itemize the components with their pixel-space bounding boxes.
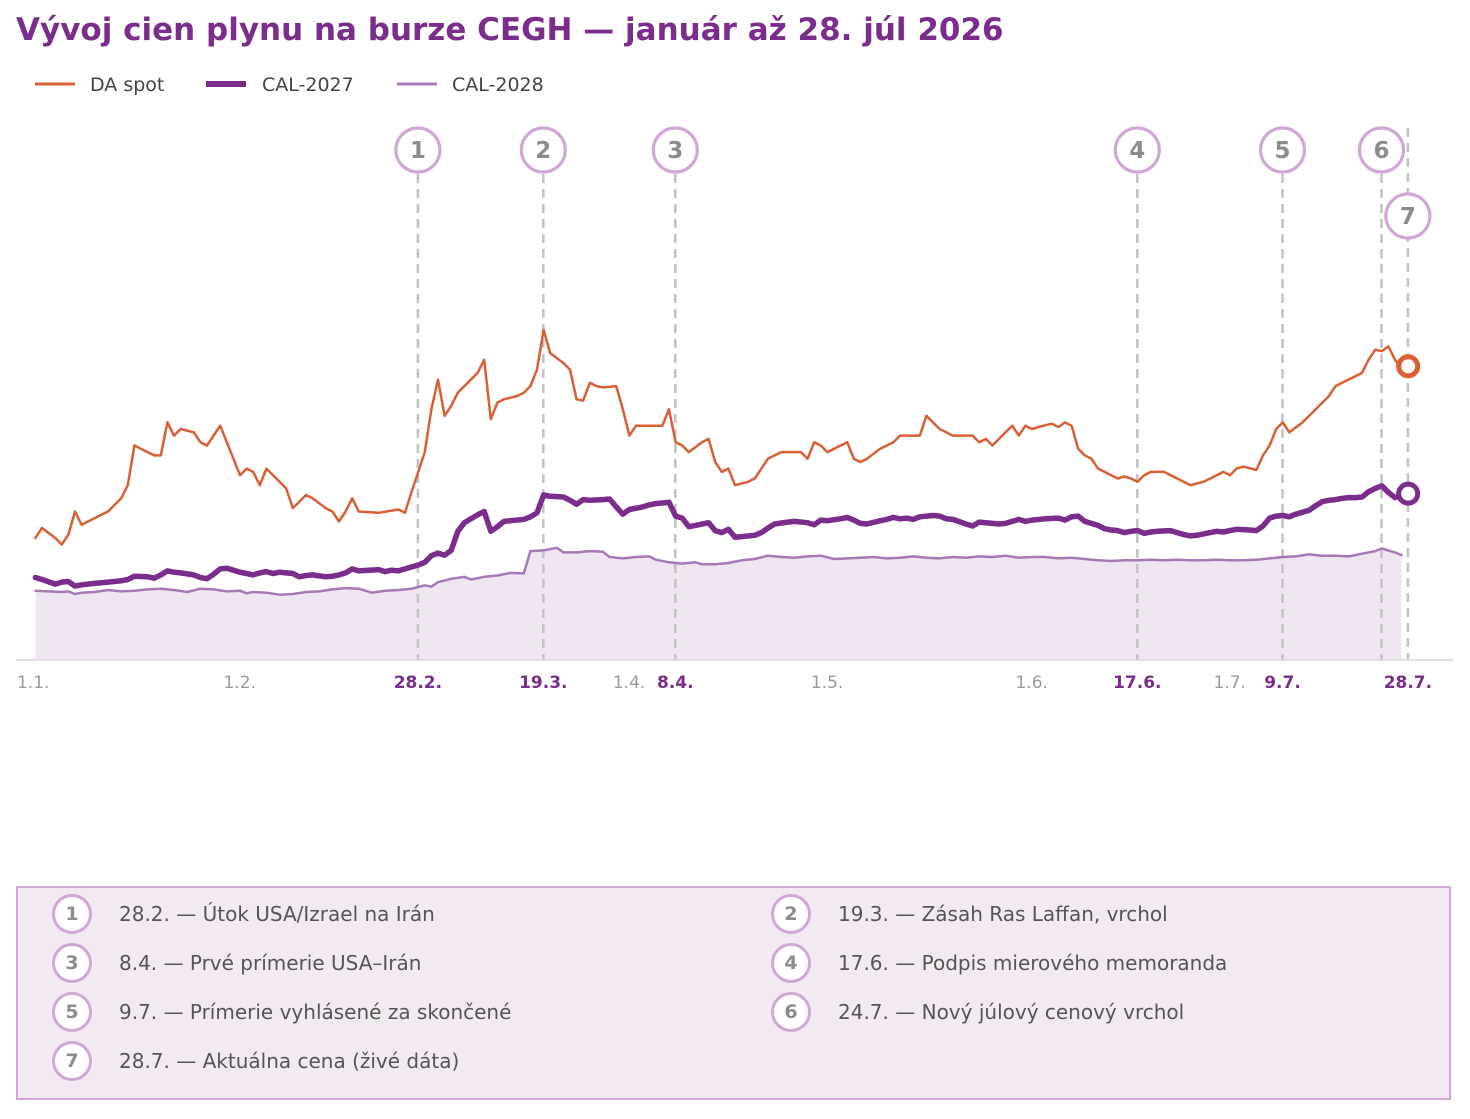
chart-legend: DA spot CAL-2027 CAL-2028 [35,74,544,96]
note-item: 2 19.3. — Zásah Ras Laffan, vrchol [771,894,1168,934]
x-tick-label: 28.2. [394,673,442,693]
legend-label: CAL-2028 [452,74,544,96]
legend-label: DA spot [90,74,164,96]
event-marker [519,126,567,174]
note-number-badge: 1 [52,894,92,934]
series-lines [32,328,1411,596]
event-marker [651,126,699,174]
x-tick-label: 19.3. [519,673,567,693]
endpoint-marker [1396,354,1421,379]
note-text: 8.4. — Prvé prímerie USA–Irán [119,951,422,975]
x-tick-label: 8.4. [657,673,694,693]
event-marker [1384,192,1432,240]
event-marker [1258,126,1307,174]
note-item: 4 17.6. — Podpis mierového memoranda [771,943,1227,983]
x-tick-label: 28.7. [1384,673,1432,693]
event-markers: 1 2 3 4 5 6 7 [394,126,1432,240]
note-item: 1 28.2. — Útok USA/Izrael na Irán [52,894,435,934]
legend-label: CAL-2027 [262,74,354,96]
note-number-badge: 4 [771,943,811,983]
note-item: 6 24.7. — Nový júlový cenový vrchol [771,992,1184,1032]
cal-2028-area [35,547,1402,660]
note-item: 7 28.7. — Aktuálna cena (živé dáta) [52,1041,459,1081]
note-item: 5 9.7. — Prímerie vyhlásené za skončené [52,992,511,1032]
note-text: 19.3. — Zásah Ras Laffan, vrchol [838,902,1168,926]
note-number-badge: 3 [52,943,92,983]
x-tick-label: 17.6. [1113,673,1161,693]
price-chart: DA spot CAL-2027 CAL-2028 1 2 3 4 5 6 7 1.1. 1.2.… [16,74,1454,693]
note-number-badge: 7 [52,1041,92,1081]
event-marker [1357,126,1406,174]
note-text: 28.7. — Aktuálna cena (živé dáta) [119,1049,460,1073]
series-line [32,483,1411,589]
series-line [34,546,1403,596]
event-marker [394,126,442,174]
event-marker-number: 4 [1129,138,1145,164]
event-marker-number: 3 [667,138,683,164]
x-tick-label: 9.7. [1264,673,1301,693]
x-tick-label: 1.5. [811,673,843,693]
note-text: 17.6. — Podpis mierového memoranda [838,951,1228,975]
event-lines [416,128,1410,660]
series-line [34,328,1410,546]
area-fill [35,547,1402,660]
note-number-badge: 6 [771,992,811,1032]
note-text: 28.2. — Útok USA/Izrael na Irán [119,902,435,926]
note-number-badge: 2 [771,894,811,934]
x-tick-label: 1.1. [17,673,49,693]
note-number-badge: 5 [52,992,92,1032]
chart-title: Vývoj cien plynu na burze CEGH — január … [16,12,1004,48]
note-text: 9.7. — Prímerie vyhlásené za skončené [119,1000,512,1024]
event-notes-panel: 1 28.2. — Útok USA/Izrael na Irán 2 19.3… [16,886,1451,1100]
endpoint-markers [1396,354,1421,506]
endpoint-marker [1396,481,1421,506]
event-marker-number: 1 [410,138,426,164]
event-marker-number: 6 [1373,138,1389,164]
event-marker-number: 7 [1400,204,1416,230]
x-tick-label: 1.2. [223,673,255,693]
note-text: 24.7. — Nový júlový cenový vrchol [838,1000,1185,1024]
x-tick-label: 1.6. [1015,673,1047,693]
note-item: 3 8.4. — Prvé prímerie USA–Irán [52,943,421,983]
x-axis-ticks: 1.1. 1.2. 28.2. 19.3. 1.4. 8.4. 1.5. 1.6. 17.6. 1… [17,673,1432,693]
event-marker [1113,126,1161,174]
event-marker-number: 5 [1274,138,1290,164]
event-marker-number: 2 [535,138,551,164]
x-tick-label: 1.4. [613,673,645,693]
x-tick-label: 1.7. [1213,673,1245,693]
